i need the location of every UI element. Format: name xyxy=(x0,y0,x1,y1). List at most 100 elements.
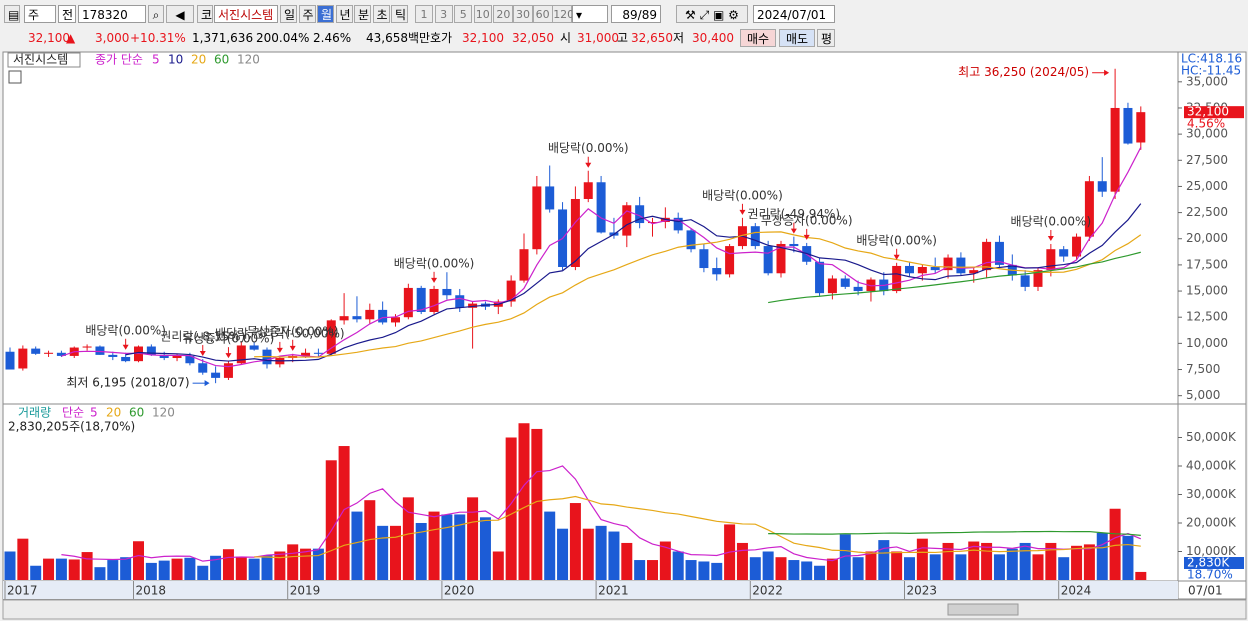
candle-body xyxy=(31,348,41,354)
volume-bar xyxy=(94,567,106,580)
period-button[interactable]: 틱 xyxy=(391,5,408,23)
plot-layer: 5,000 7,500 10,000 12,500 15,000 17,500 20,000… xyxy=(4,52,1244,599)
search-button[interactable]: ⌕ xyxy=(148,5,164,23)
volume-bar xyxy=(492,551,504,580)
volume-bar xyxy=(261,555,273,580)
volume-bar xyxy=(801,561,813,580)
prev-button[interactable]: 전 xyxy=(58,5,76,23)
period-button[interactable]: 분 xyxy=(354,5,371,23)
price-tag-pct: 4.56% xyxy=(1187,117,1225,131)
candle-body xyxy=(570,198,580,267)
y-tick-label: 20,000 xyxy=(1186,231,1228,245)
candle-body xyxy=(185,355,195,364)
volume-subtitle: 2,830,205주(18,70%) xyxy=(8,420,135,434)
interval-button[interactable]: 5 xyxy=(454,5,473,23)
ma-period: 60 xyxy=(129,406,144,420)
scroll-thumb[interactable] xyxy=(947,603,1019,616)
type-button[interactable]: 코 xyxy=(197,5,213,23)
open-label: 시 xyxy=(560,31,572,45)
volume-bar xyxy=(557,528,569,580)
interval-button[interactable]: 10 xyxy=(473,5,492,23)
volume-bar xyxy=(274,551,286,580)
event-arrowhead xyxy=(585,162,592,168)
event-label: 무상증자(0.00%) xyxy=(761,213,853,227)
period-button[interactable]: 주 xyxy=(298,5,316,23)
candle-body xyxy=(982,241,992,271)
high-label: 고 xyxy=(617,31,629,45)
date-input[interactable]: 2024/07/01 xyxy=(753,5,835,23)
candle-body xyxy=(853,286,863,292)
ask: 32,100 xyxy=(462,31,504,45)
interval-button[interactable]: 120 xyxy=(552,5,574,23)
candle-body xyxy=(378,309,388,323)
volume-tag-label: 2,830K xyxy=(1187,556,1230,570)
interval-button[interactable]: 1 xyxy=(415,5,433,23)
volume-bar xyxy=(107,560,119,580)
candle-body xyxy=(313,352,323,354)
event-label: 배당락,권리락(-50,00%) xyxy=(215,326,345,340)
candle-body xyxy=(750,226,760,247)
volume-bar xyxy=(505,437,517,580)
candle-body xyxy=(1084,181,1094,237)
y-tick-label: 30,000K xyxy=(1186,487,1237,501)
ma-line xyxy=(125,203,1142,362)
candle-body xyxy=(583,182,593,199)
ma-period: 60 xyxy=(214,53,229,67)
sell-button[interactable]: 매도 xyxy=(779,29,815,47)
y-tick-label: 10,000 xyxy=(1186,336,1228,350)
candle-body xyxy=(596,182,606,233)
change-rate: +10.31% xyxy=(130,31,186,45)
sound-button[interactable]: ◀ xyxy=(166,5,194,23)
event-label: 무상증자(0.00%) xyxy=(247,324,339,338)
y-tick-label: 7,500 xyxy=(1186,362,1220,376)
avg-button[interactable]: 평 xyxy=(817,29,835,47)
y-tick-label: 22,500 xyxy=(1186,205,1228,219)
candle-body xyxy=(827,278,837,294)
x-axis-band xyxy=(3,581,1178,599)
volume-ratio: 200.04% xyxy=(256,31,310,45)
candle-body xyxy=(673,217,683,231)
market-select[interactable]: 주 xyxy=(24,5,56,23)
period-button[interactable]: 월 xyxy=(317,5,334,23)
interval-button[interactable]: 20 xyxy=(493,5,514,23)
interval-select[interactable]: ▾ xyxy=(572,5,608,23)
scrollbar[interactable] xyxy=(2,599,1247,620)
calc-icon[interactable] xyxy=(8,70,22,84)
menu-icon[interactable]: ▤ xyxy=(4,5,20,23)
buy-button[interactable]: 매수 xyxy=(740,29,776,47)
volume-bar xyxy=(467,497,479,580)
candle-body xyxy=(172,355,182,359)
candle-body xyxy=(352,316,362,320)
volume-bar xyxy=(1006,548,1018,580)
period-button[interactable]: 년 xyxy=(335,5,353,23)
event-label: 권리락(-49.94%) xyxy=(748,207,841,221)
bar-count[interactable]: 89/89 xyxy=(611,5,661,23)
candle-body xyxy=(635,205,645,224)
volume-bar xyxy=(762,551,774,580)
volume-bar xyxy=(17,538,29,580)
volume-bar xyxy=(171,558,183,580)
ma-period: 5 xyxy=(90,406,98,420)
volume-bar xyxy=(300,548,312,580)
candle-body xyxy=(545,186,555,210)
x-tick-label: 2023 xyxy=(907,584,938,598)
volume-bar xyxy=(312,548,324,580)
candle-body xyxy=(712,268,722,275)
volume-bar xyxy=(852,557,864,580)
stock-name[interactable]: 서진시스템 xyxy=(214,5,278,23)
ma-line xyxy=(254,231,1142,358)
ma-line xyxy=(254,495,1141,559)
period-button[interactable]: 초 xyxy=(372,5,390,23)
interval-button[interactable]: 30 xyxy=(513,5,533,23)
candle-body xyxy=(1020,275,1030,287)
candle-body xyxy=(840,278,850,287)
code-input[interactable]: 178320 xyxy=(78,5,146,23)
y-tick-label: 20,000K xyxy=(1186,515,1237,529)
period-button[interactable]: 일 xyxy=(280,5,297,23)
volume-bar xyxy=(788,560,800,580)
candle-body xyxy=(622,205,632,236)
interval-button[interactable]: 3 xyxy=(434,5,453,23)
tool-icons[interactable]: ⚒ ⤢ ▣ ⚙ xyxy=(676,5,748,23)
interval-button[interactable]: 60 xyxy=(532,5,553,23)
volume-bar xyxy=(222,549,234,580)
